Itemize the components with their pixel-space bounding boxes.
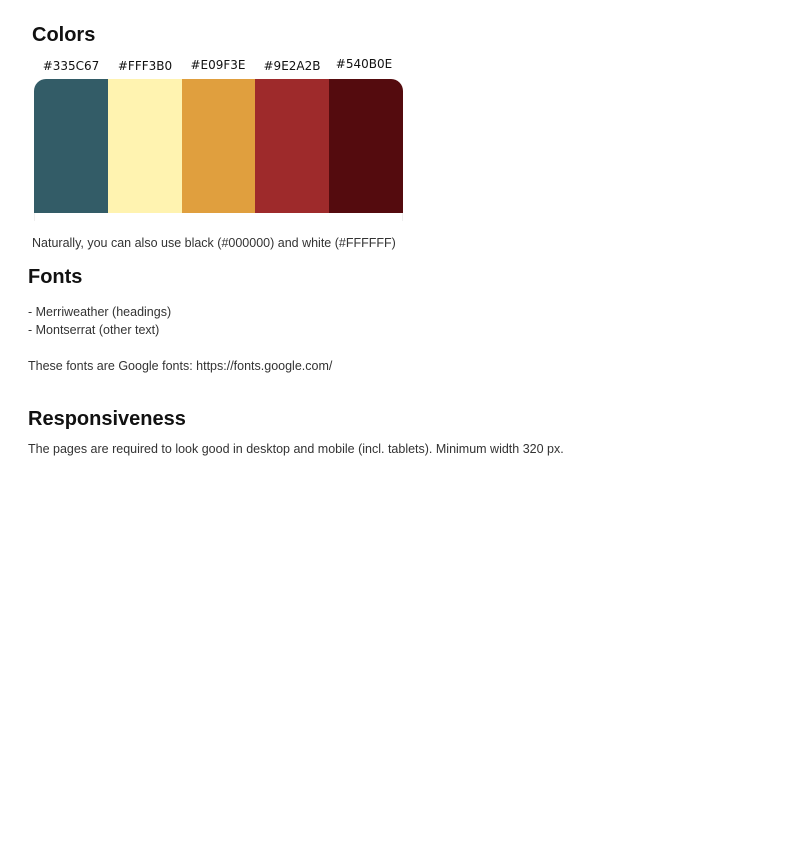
font-item-merriweather: - Merriweather (headings) [28,305,172,319]
color-palette [34,79,403,213]
google-fonts-note: These fonts are Google fonts: https://fo… [28,359,333,373]
color-swatch-1 [34,79,108,213]
colors-heading: Colors [32,24,96,46]
palette-base-line [34,213,403,221]
color-swatch-5 [329,79,403,213]
swatch-label-4: #9E2A2B [263,59,321,73]
color-swatch-4 [255,79,330,213]
color-swatch-2 [107,79,182,213]
responsiveness-heading: Responsiveness [28,408,186,430]
swatch-label-5: #540B0E [335,57,393,71]
swatch-label-3: #E09F3E [190,58,246,72]
swatch-labels: #335C67 #FFF3B0 #E09F3E #9E2A2B #540B0E [34,57,403,78]
swatch-label-1: #335C67 [42,59,100,73]
font-item-montserrat: - Montserrat (other text) [28,323,160,337]
responsiveness-text: The pages are required to look good in d… [28,442,564,456]
color-swatch-3 [181,79,256,213]
fonts-heading: Fonts [28,266,83,288]
black-white-note: Naturally, you can also use black (#0000… [32,236,396,250]
swatch-label-2: #FFF3B0 [117,59,173,73]
